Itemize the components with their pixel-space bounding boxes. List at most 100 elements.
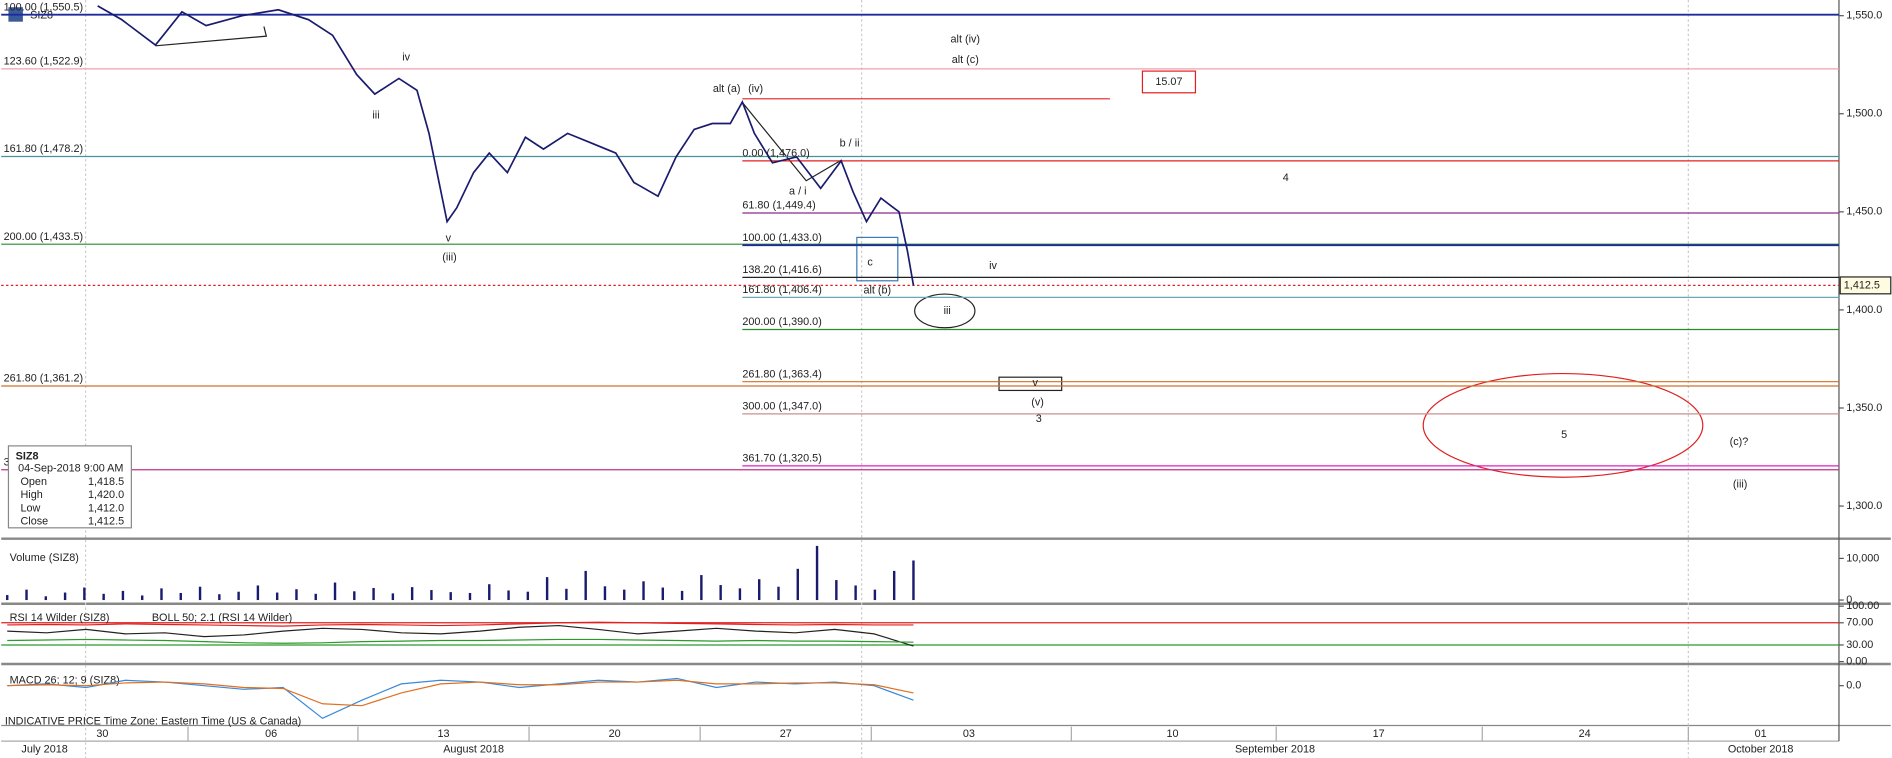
wave-label: b / ii: [840, 137, 860, 149]
wave-label: 5: [1561, 429, 1567, 441]
box-drawing: [1141, 70, 1197, 94]
volume-bar: [275, 592, 279, 601]
volume-bar: [314, 593, 317, 601]
info-field: High: [20, 489, 42, 501]
panel-title: Volume (SIZ8): [10, 552, 79, 564]
volume-bar: [623, 589, 626, 601]
volume-bar: [44, 596, 48, 601]
fib-label: 100.00 (1,433.0): [742, 232, 821, 244]
x-month-label: August 2018: [443, 743, 504, 755]
volume-bar: [603, 586, 607, 601]
x-tick-label: 10: [1167, 728, 1179, 740]
info-datetime: 04-Sep-2018 9:00 AM: [18, 463, 123, 475]
volume-bar: [545, 577, 549, 601]
wave-label: v: [446, 232, 452, 244]
x-tick-label: 03: [963, 728, 975, 740]
volume-bar: [835, 580, 838, 601]
x-tick-label: 20: [609, 728, 621, 740]
y-tick-label: 0.00: [1846, 655, 1867, 667]
timezone: Time Zone: Eastern Time (US & Canada): [104, 716, 302, 728]
wave-label: (iv): [748, 83, 763, 95]
x-tick-label: 30: [96, 728, 108, 740]
wave-label: alt (b): [863, 284, 891, 296]
trend-line: [155, 26, 268, 47]
volume-bar: [661, 587, 665, 601]
volume-bar: [121, 590, 125, 601]
volume-bar: [488, 584, 491, 601]
fib-label: 261.80 (1,361.2): [4, 373, 83, 385]
y-tick-label: 1,450.0: [1846, 206, 1882, 218]
info-value: 1,412.0: [88, 502, 124, 514]
fib-label: 200.00 (1,390.0): [742, 316, 821, 328]
volume-bar: [468, 592, 472, 601]
volume-bar: [565, 588, 568, 601]
x-tick-label: 17: [1373, 728, 1385, 740]
y-tick-label: 1,400.0: [1846, 304, 1882, 316]
wave-label: v: [1032, 377, 1038, 389]
volume-bar: [179, 592, 182, 601]
fib-label: 300.00 (1,347.0): [742, 400, 821, 412]
wave-label: c: [867, 257, 873, 269]
volume-bar: [372, 587, 375, 601]
x-month-label: September 2018: [1235, 743, 1315, 755]
wave-label: (c)?: [1730, 436, 1749, 448]
volume-bar: [507, 590, 510, 601]
y-tick-label: 0: [1846, 594, 1852, 606]
wave-label: (iii): [1733, 478, 1747, 490]
series-line: [7, 621, 914, 627]
fib-label: 100.00 (1,550.5): [4, 1, 83, 13]
volume-bar: [912, 560, 915, 601]
info-value: 1,418.5: [88, 476, 124, 488]
wave-label: 4: [1283, 172, 1289, 184]
volume-bar: [25, 589, 28, 601]
y-tick-label: 1,350.0: [1846, 402, 1882, 414]
fib-label: 161.80 (1,406.4): [742, 284, 821, 296]
volume-bar: [198, 586, 202, 601]
info-value: 1,412.5: [88, 516, 124, 528]
volume-bar: [526, 591, 530, 601]
y-tick-label: 10,000: [1846, 552, 1879, 564]
volume-bar: [83, 587, 86, 601]
x-month-label: July 2018: [21, 743, 67, 755]
volume-bar: [333, 582, 337, 601]
circle-drawing: [1422, 372, 1704, 478]
volume-bar: [642, 581, 645, 601]
info-symbol: SIZ8: [16, 451, 39, 463]
box-drawing: [998, 376, 1063, 392]
volume-bar: [719, 585, 722, 601]
wave-label: 3: [1036, 413, 1042, 425]
volume-bar: [854, 585, 857, 601]
volume-bar: [410, 587, 414, 601]
y-tick-label: 30.00: [1846, 639, 1873, 651]
series-line: [7, 679, 914, 707]
panel-subtitle: BOLL 50; 2.1 (RSI 14 Wilder): [152, 612, 292, 624]
trend-line: [741, 102, 842, 182]
fib-label: 123.60 (1,522.9): [4, 55, 83, 67]
fib-label: 261.80 (1,363.4): [742, 368, 821, 380]
y-tick-label: 100.00: [1846, 600, 1879, 612]
volume-bar: [584, 570, 587, 601]
circle-drawing: [914, 293, 976, 329]
fib-label: 0.00 (1,476.0): [742, 147, 809, 159]
y-tick-label: 1,550.0: [1846, 10, 1882, 22]
info-field: Open: [20, 476, 46, 488]
info-field: Low: [20, 502, 40, 514]
y-tick-label: 1,300.0: [1846, 500, 1882, 512]
volume-bar: [160, 588, 163, 601]
wave-label: alt (c): [952, 54, 979, 66]
y-tick-label: 0.0: [1846, 680, 1861, 692]
last-price-box: [1839, 276, 1892, 295]
wave-label: iv: [402, 52, 410, 64]
panel-title: RSI 14 Wilder (SIZ8): [10, 612, 110, 624]
x-tick-label: 13: [437, 728, 449, 740]
volume-bar: [6, 595, 9, 601]
wave-label: alt (a): [713, 83, 741, 95]
volume-bar: [63, 592, 67, 601]
volume-bar: [738, 588, 742, 601]
info-value: 1,420.0: [88, 489, 124, 501]
volume-bar: [237, 591, 240, 601]
volume-bar: [430, 590, 433, 601]
